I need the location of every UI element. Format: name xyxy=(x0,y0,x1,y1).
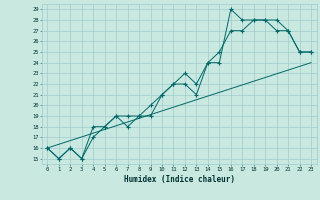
X-axis label: Humidex (Indice chaleur): Humidex (Indice chaleur) xyxy=(124,175,235,184)
